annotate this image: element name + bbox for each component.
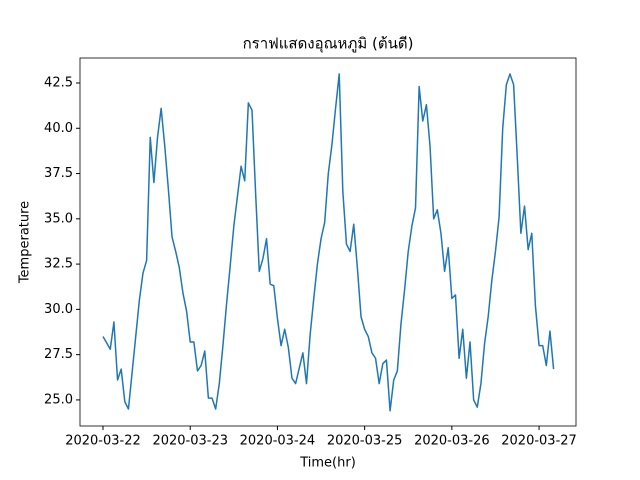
y-axis-label: Temperature [18, 201, 33, 284]
y-tick-label: 25.0 [44, 392, 73, 407]
x-tick-label: 2020-03-25 [327, 434, 403, 449]
y-tick-label: 40.0 [44, 121, 73, 136]
chart-title: กราฟแสดงอุณหภูมิ (ต้นดี) [243, 35, 414, 54]
plot-frame [79, 57, 577, 427]
y-tick-label: 30.0 [44, 302, 73, 317]
x-tick-label: 2020-03-27 [501, 434, 577, 449]
y-tick-label: 37.5 [44, 166, 73, 181]
x-axis-label: Time(hr) [299, 456, 356, 471]
y-tick-label: 42.5 [44, 75, 73, 90]
y-tick-label: 35.0 [44, 211, 73, 226]
x-tick-label: 2020-03-22 [65, 434, 141, 449]
y-tick-label: 27.5 [44, 347, 73, 362]
x-tick-label: 2020-03-23 [152, 434, 228, 449]
y-tick-label: 32.5 [44, 257, 73, 272]
x-tick-label: 2020-03-26 [414, 434, 490, 449]
data-line [102, 73, 555, 412]
x-tick-label: 2020-03-24 [240, 434, 316, 449]
